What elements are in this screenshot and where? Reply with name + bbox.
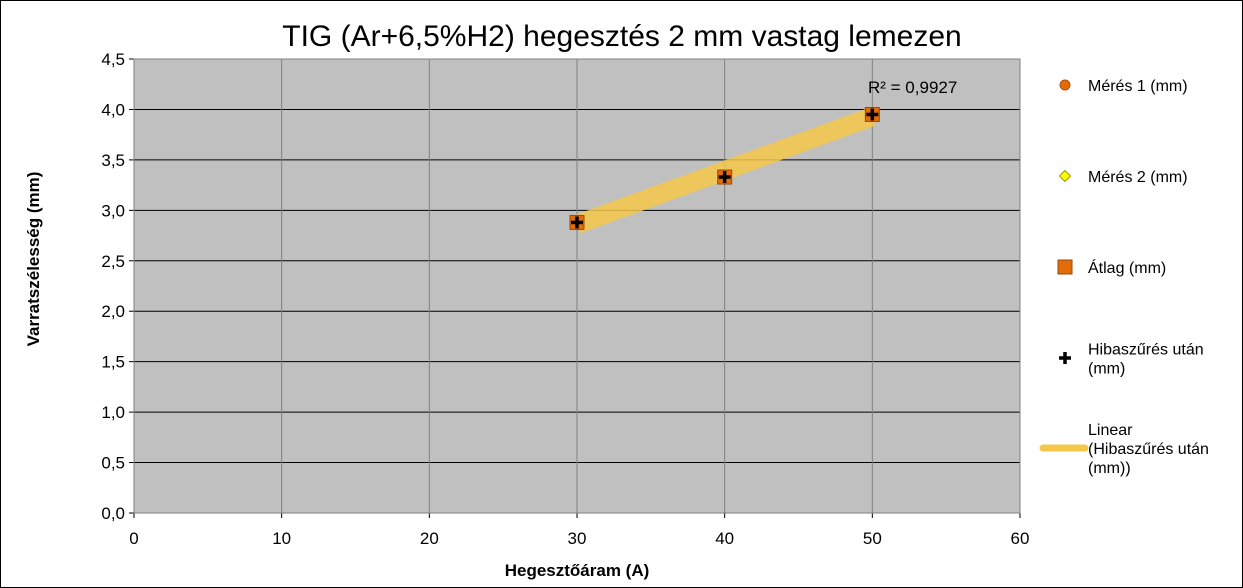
legend-swatch-square (1057, 259, 1073, 275)
y-tick-label: 3,0 (101, 201, 125, 220)
y-tick-label: 4,5 (101, 50, 125, 69)
plot-border (133, 58, 1021, 514)
legend-entry: Linear (Hibaszűrés után (mm)) (1039, 422, 1209, 477)
data-point-plus (866, 108, 879, 121)
x-tick-label: 40 (715, 529, 734, 548)
y-axis-title: Varratszélesség (mm) (24, 172, 43, 347)
data-points (569, 106, 880, 230)
gridlines (129, 58, 1021, 518)
y-tick-label: 1,0 (101, 403, 125, 422)
y-tick-label: 1,5 (101, 353, 125, 372)
data-point-plus (571, 216, 583, 229)
y-axis-tick-labels: 0,0 0,5 1,0 1,5 2,0 2,5 3,0 3,5 4,0 4,5 (101, 50, 125, 523)
x-tick-label: 20 (420, 529, 439, 548)
y-tick-label: 0,0 (101, 504, 125, 523)
y-tick-label: 0,5 (101, 454, 125, 473)
legend-entry: Mérés 2 (mm) (1058, 169, 1188, 186)
x-tick-label: 0 (129, 529, 138, 548)
legend-entry: Átlag (mm) (1057, 258, 1166, 277)
r-squared-label: R² = 0,9927 (868, 78, 957, 97)
legend-label: Mérés 1 (mm) (1088, 78, 1188, 95)
legend-label: Mérés 2 (mm) (1088, 169, 1188, 186)
legend: Mérés 1 (mm) Mérés 2 (mm) Átlag (mm) Hibasz… (1039, 78, 1209, 477)
legend-swatch-circle (1059, 79, 1071, 91)
legend-label: Átlag (mm) (1088, 258, 1166, 277)
x-tick-label: 60 (1011, 529, 1030, 548)
y-tick-label: 3,5 (101, 151, 125, 170)
legend-label: Linear (Hibaszűrés után (mm)) (1088, 422, 1209, 477)
y-tick-label: 4,0 (101, 100, 125, 119)
legend-label: Hibaszűrés után (mm) (1088, 342, 1204, 378)
legend-swatch-diamond (1058, 169, 1072, 183)
legend-entry: Mérés 1 (mm) (1059, 78, 1188, 95)
x-axis-title: Hegesztőáram (A) (505, 561, 650, 580)
x-tick-label: 50 (863, 529, 882, 548)
data-point-plus (718, 171, 731, 184)
chart-title: TIG (Ar+6,5%H2) hegesztés 2 mm vastag le… (282, 20, 961, 53)
x-tick-label: 10 (272, 529, 291, 548)
y-tick-label: 2,0 (101, 302, 125, 321)
x-axis-tick-labels: 0 10 20 30 40 50 60 (129, 529, 1029, 548)
x-tick-label: 30 (568, 529, 587, 548)
legend-swatch-plus (1059, 352, 1071, 364)
legend-entry: Hibaszűrés után (mm) (1059, 342, 1204, 378)
y-tick-label: 2,5 (101, 252, 125, 271)
